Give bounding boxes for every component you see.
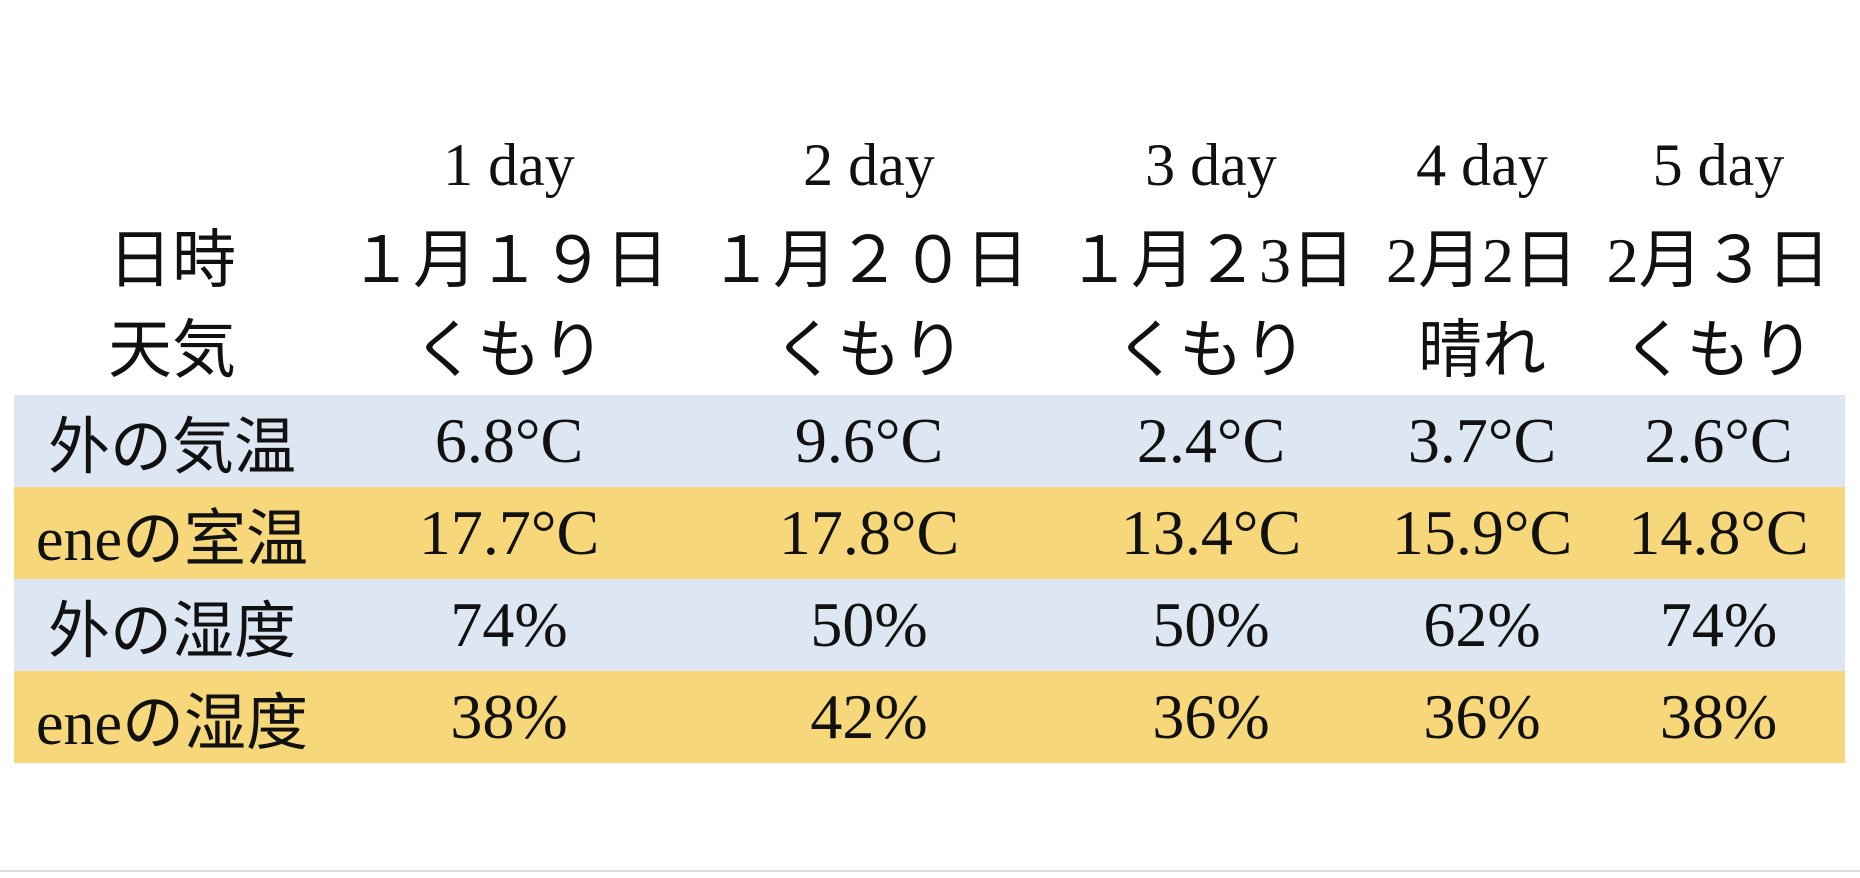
cell-value: 2.4°C bbox=[1136, 405, 1286, 476]
cell-value: 17.8°C bbox=[778, 497, 960, 568]
header-date: １月１９日 bbox=[349, 225, 669, 296]
cell-value: 50% bbox=[1152, 589, 1270, 660]
cell-value: 38% bbox=[1659, 681, 1778, 752]
header-day: 5 day bbox=[1652, 131, 1785, 198]
header-day: 3 day bbox=[1145, 131, 1277, 198]
cell-value: 9.6°C bbox=[794, 405, 944, 476]
row-label: 外の湿度 bbox=[47, 598, 296, 666]
cell-value: 36% bbox=[1152, 681, 1270, 752]
cell-value: 74% bbox=[450, 589, 568, 660]
row-background bbox=[14, 487, 1845, 579]
header-label: 天気 bbox=[108, 315, 236, 386]
cell-value: 50% bbox=[810, 589, 928, 660]
row-label: eneの室温 bbox=[35, 506, 309, 574]
row-label: 外の気温 bbox=[47, 414, 296, 482]
cell-value: 74% bbox=[1659, 589, 1778, 660]
cell-value: 6.8°C bbox=[434, 405, 584, 476]
cell-value: 42% bbox=[810, 681, 928, 752]
header-weather: くもり bbox=[773, 315, 965, 386]
header-day: 2 day bbox=[803, 131, 935, 198]
header-day: 4 day bbox=[1416, 131, 1548, 198]
row-background bbox=[14, 395, 1845, 487]
header-weather: 晴れ bbox=[1418, 315, 1546, 386]
row-label: eneの湿度 bbox=[35, 690, 309, 758]
header-label: 日時 bbox=[108, 225, 236, 296]
header-weather: くもり bbox=[1622, 315, 1815, 386]
cell-value: 38% bbox=[450, 681, 568, 752]
header-weather: くもり bbox=[1115, 315, 1307, 386]
header-date: 2月2日 bbox=[1386, 225, 1578, 296]
header-date: 2月３日 bbox=[1606, 225, 1831, 296]
header-date: １月２3日 bbox=[1067, 225, 1355, 296]
header-weather: くもり bbox=[413, 315, 605, 386]
cell-value: 3.7°C bbox=[1407, 405, 1557, 476]
header-date: １月２０日 bbox=[709, 225, 1029, 296]
cell-value: 17.7°C bbox=[418, 497, 600, 568]
row-background bbox=[14, 671, 1845, 763]
cell-value: 2.6°C bbox=[1644, 405, 1793, 476]
divider bbox=[0, 870, 1860, 872]
header-day: 1 day bbox=[443, 131, 575, 198]
cell-value: 13.4°C bbox=[1120, 497, 1302, 568]
cell-value: 36% bbox=[1423, 681, 1541, 752]
cell-value: 15.9°C bbox=[1391, 497, 1573, 568]
cell-value: 14.8°C bbox=[1628, 497, 1809, 568]
cell-value: 62% bbox=[1423, 589, 1541, 660]
row-background bbox=[14, 579, 1845, 671]
